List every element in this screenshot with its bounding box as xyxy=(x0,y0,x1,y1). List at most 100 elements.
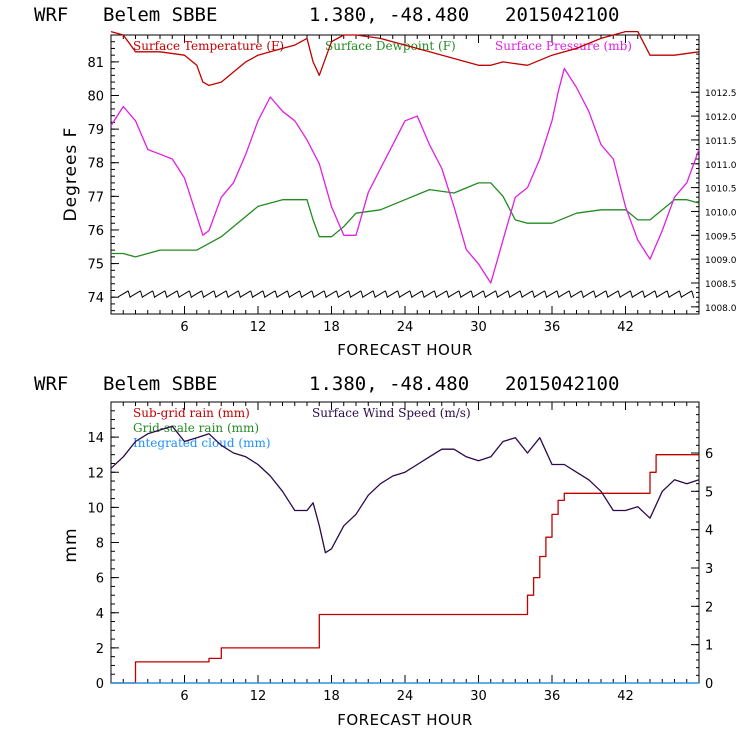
panel2-x-axis-label: FORECAST HOUR xyxy=(337,711,473,729)
wind-barb-flag xyxy=(617,290,621,298)
legend-sub-grid-rain: Sub-grid rain (mm) xyxy=(133,406,250,420)
panel2-y-tick-labels: 0 2 4 6 8 10 12 14 xyxy=(87,431,104,692)
wind-barb-shaft xyxy=(130,290,141,298)
wind-barb-shaft xyxy=(583,290,595,298)
y-tick-label-left: 8 xyxy=(96,537,104,552)
panel1-right-tick-labels: 1008.0 1008.5 1009.0 1009.5 1010.0 1010.5 1011… xyxy=(705,89,737,314)
y-tick-label-right: 2 xyxy=(705,600,713,615)
wind-barb-flag xyxy=(568,290,572,298)
wind-barb-flag xyxy=(225,290,229,298)
wind-barb-flag xyxy=(507,290,511,298)
x-tick-label: 18 xyxy=(323,320,340,335)
wind-barb-flag xyxy=(544,290,548,298)
panel1-series xyxy=(110,30,700,284)
panel1-title-coords: 1.380, -48.480 xyxy=(309,4,469,26)
y-tick-label-right: 1009.0 xyxy=(705,256,737,266)
wind-barb-flag xyxy=(299,290,303,298)
wind-barb-shaft xyxy=(191,290,203,298)
y-tick-label-left: 0 xyxy=(96,677,104,692)
y-tick-label-right: 1012.5 xyxy=(705,89,737,99)
y-tick-label-right: 1008.5 xyxy=(705,280,737,290)
y-tick-label-left: 2 xyxy=(96,642,104,657)
wind-barb-shaft xyxy=(644,290,656,298)
x-tick-label: 12 xyxy=(250,320,267,335)
wind-barb-shaft xyxy=(203,290,215,298)
wind-barb-flag xyxy=(140,290,143,298)
y-tick-label-right: 1010.5 xyxy=(705,185,737,195)
wind-barb-shaft xyxy=(252,290,264,298)
wind-barb-shaft xyxy=(350,290,362,298)
x-tick-label: 24 xyxy=(397,320,414,335)
wind-barb-shaft xyxy=(215,290,227,298)
wind-barb-shaft xyxy=(313,290,325,298)
wind-barb-flag xyxy=(654,290,658,298)
wind-barb-shaft xyxy=(681,290,693,298)
y-tick-label-left: 6 xyxy=(96,572,104,587)
wind-barb-flag xyxy=(532,290,535,298)
y-tick-label-left: 81 xyxy=(87,56,104,71)
wind-barb-flag xyxy=(238,290,241,298)
wind-barb-flag xyxy=(348,290,352,298)
x-tick-label: 42 xyxy=(617,689,634,704)
wind-barb-flag xyxy=(483,290,486,298)
wind-barb-flag xyxy=(287,290,290,298)
panel2-title-station: Belem SBBE xyxy=(103,373,217,395)
x-tick-label: 36 xyxy=(544,320,561,335)
panel2-right-tick-labels: 0 1 2 3 4 5 6 xyxy=(705,447,713,692)
panel1-y-axis-label: Degrees F xyxy=(61,127,81,222)
legend-surface-pressure: Surface Pressure (mb) xyxy=(495,39,632,53)
panel1-title-model: WRF xyxy=(34,4,68,26)
wind-barb-flag xyxy=(470,290,474,298)
x-tick-label: 36 xyxy=(544,689,561,704)
wind-barb-shaft xyxy=(595,290,607,298)
wind-barb-flag xyxy=(519,290,523,298)
y-tick-label-right: 3 xyxy=(705,562,713,577)
y-tick-label-right: 1 xyxy=(705,639,713,654)
wind-barb-shaft xyxy=(485,290,497,298)
y-tick-label-left: 14 xyxy=(87,431,104,446)
legend-grid-scale-rain: Grid-scale rain (mm) xyxy=(133,421,259,435)
wind-barb-flag xyxy=(434,290,437,298)
wind-barb-flag xyxy=(323,290,327,298)
wind-barb-shaft xyxy=(166,290,178,298)
panel1-y-tick-labels: 74 75 76 77 78 79 80 81 xyxy=(87,56,104,306)
wind-barb-shaft xyxy=(473,290,484,298)
series-line-sub-grid-rain-mm xyxy=(111,454,699,684)
x-tick-label: 6 xyxy=(180,689,188,704)
x-tick-label: 30 xyxy=(470,320,487,335)
wind-barb-shaft xyxy=(607,290,619,298)
x-tick-label: 18 xyxy=(323,689,340,704)
wind-barb-flag xyxy=(274,290,278,298)
wind-barb-shaft xyxy=(387,290,399,298)
wind-barb-shaft xyxy=(142,290,154,298)
wind-barb-shaft xyxy=(399,290,411,298)
wind-barb-shaft xyxy=(179,290,190,298)
wind-barb-shaft xyxy=(154,290,166,298)
wind-barb-flag xyxy=(311,290,315,298)
wind-barb-flag xyxy=(397,290,401,298)
y-tick-label-right: 1011.0 xyxy=(705,161,737,171)
wind-barb-shaft xyxy=(301,290,313,298)
wind-barb-shaft xyxy=(571,290,582,298)
wind-barb-flag xyxy=(201,290,205,298)
wind-barb-shaft xyxy=(240,290,252,298)
wind-barb-shaft xyxy=(338,290,350,298)
series-line-surface-wind-speed-m-s xyxy=(110,425,700,554)
panel2-y-axis-label: mm xyxy=(61,527,81,562)
wind-barb-shaft xyxy=(522,290,533,298)
wind-barb-flag xyxy=(262,290,266,298)
wind-barb-flag xyxy=(691,290,695,298)
y-tick-label-left: 4 xyxy=(96,607,104,622)
wind-barb-shaft xyxy=(228,290,239,298)
series-line-surface-dewpoint-f xyxy=(111,182,700,258)
wind-barb-shaft xyxy=(460,290,472,298)
wind-barb-flag xyxy=(458,290,462,298)
wind-barb-shaft xyxy=(546,290,558,298)
panel2-title-init: 2015042100 xyxy=(505,373,619,395)
y-tick-label-left: 79 xyxy=(87,123,104,138)
y-tick-label-right: 5 xyxy=(705,485,713,500)
wind-barb-shaft xyxy=(326,290,337,298)
x-tick-label: 6 xyxy=(180,320,188,335)
wind-barb-flag xyxy=(372,290,376,298)
